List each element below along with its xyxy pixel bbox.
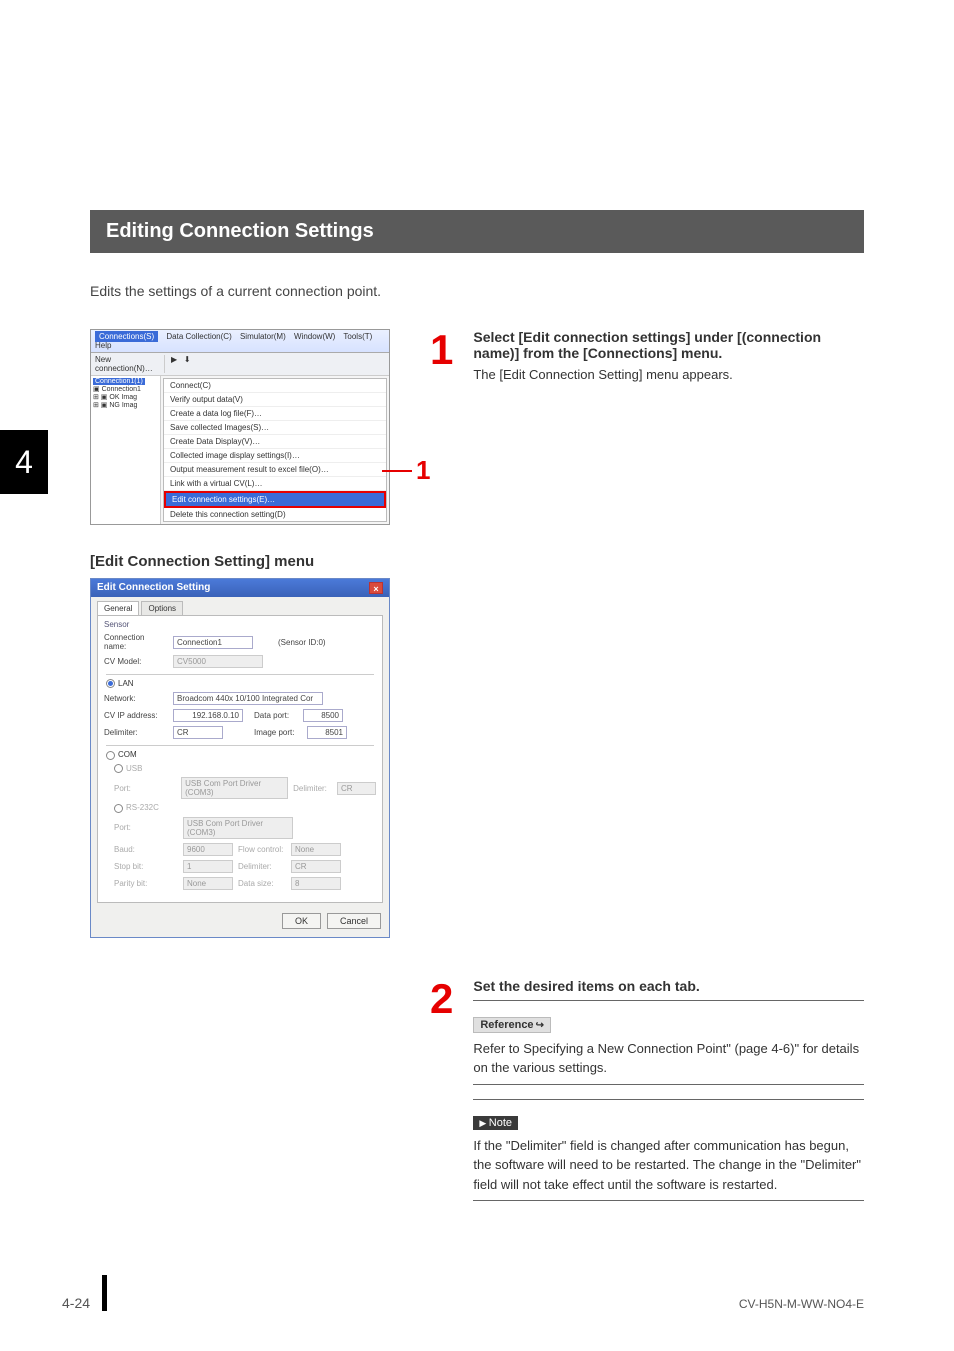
menu-item[interactable]: Simulator(M) [240,332,286,341]
menu-item[interactable]: Tools(T) [343,332,372,341]
rs232c-label: RS-232C [126,803,159,812]
menu-item[interactable]: Data Collection(C) [166,332,231,341]
label: Flow control: [238,845,286,854]
callout-line [382,470,412,472]
usb-label: USB [126,764,142,773]
note-badge: Note [473,1116,518,1130]
baud-select: 9600 [183,843,233,856]
menu-cmd[interactable]: Collected image display settings(I)… [164,449,386,463]
label: Port: [114,784,176,793]
menu-cmd[interactable]: Save collected Images(S)… [164,421,386,435]
step-1-result: The [Edit Connection Setting] menu appea… [473,367,864,382]
note-text: If the "Delimiter" field is changed afte… [473,1136,864,1195]
image-port-input[interactable]: 8501 [307,726,347,739]
footer-bar [102,1275,107,1311]
cv-model-select[interactable]: CV5000 [173,655,263,668]
menu-cmd[interactable]: Create a data log file(F)… [164,407,386,421]
flow-select: None [291,843,341,856]
menu-cmd[interactable]: Connect(C) [164,379,386,393]
datasize-select: 8 [291,877,341,890]
group-sensor: Sensor [104,620,376,629]
doc-id: CV-H5N-M-WW-NO4-E [739,1297,864,1311]
tree-selected[interactable]: Connection1(1) [93,378,145,385]
radio-rs232c[interactable] [114,804,123,813]
step-2-instruction: Set the desired items on each tab. [473,978,864,994]
rs-delimiter-select: CR [291,860,341,873]
reference-badge: Reference↪ [473,1017,551,1033]
label: CV Model: [104,657,168,666]
connection-name-input[interactable]: Connection1 [173,636,253,649]
divider [473,1084,864,1085]
menubar: Connections(S) Data Collection(C) Simula… [91,330,389,353]
tree-item[interactable]: ⊞ ▣ OK Imag [93,393,158,401]
delimiter-select[interactable]: CR [173,726,223,739]
step-1-number: 1 [430,329,453,371]
page-number: 4-24 [62,1295,90,1311]
com-label: COM [118,750,137,759]
sensor-id-label: (Sensor ID:0) [278,638,326,647]
divider [473,1200,864,1201]
menu-item[interactable]: Window(W) [294,332,335,341]
menu-cmd[interactable]: Delete this connection setting(D) [164,508,386,521]
divider [473,1000,864,1001]
section-intro: Edits the settings of a current connecti… [90,283,864,299]
close-icon[interactable]: × [369,582,383,594]
menu-screenshot: Connections(S) Data Collection(C) Simula… [90,329,390,525]
cv-ip-input[interactable]: 192.168.0.10 [173,709,243,722]
label: Data size: [238,879,286,888]
step-2-number: 2 [430,978,453,1020]
label: Delimiter: [238,862,286,871]
label: Baud: [114,845,178,854]
toolbar: New connection(N)… ▶ ⬇ [91,353,389,376]
parity-select: None [183,877,233,890]
label: CV IP address: [104,711,168,720]
rs-port-select: USB Com Port Driver (COM3) [183,817,293,839]
tree-item[interactable]: ⊞ ▣ NG Imag [93,401,158,409]
context-menu: Connect(C) Verify output data(V) Create … [163,378,387,522]
section-title: Editing Connection Settings [90,210,864,253]
radio-usb[interactable] [114,764,123,773]
radio-lan[interactable] [106,679,115,688]
toolbar-item[interactable]: New connection(N)… [95,355,165,373]
cancel-button[interactable]: Cancel [327,913,381,929]
menu-cmd-edit-settings[interactable]: Edit connection settings(E)… [164,491,386,508]
label: Network: [104,694,168,703]
usb-port-select: USB Com Port Driver (COM3) [181,777,288,799]
ok-button[interactable]: OK [282,913,321,929]
label: Port: [114,823,178,832]
divider [473,1099,864,1100]
dialog-title: Edit Connection Setting [97,582,210,594]
edit-connection-dialog: Edit Connection Setting × General Option… [90,578,390,938]
dialog-heading: [Edit Connection Setting] menu [90,553,864,570]
menu-cmd[interactable]: Create Data Display(V)… [164,435,386,449]
callout-number-1: 1 [416,455,430,486]
label: Data port: [254,711,298,720]
lan-label: LAN [118,679,134,688]
stopbit-select: 1 [183,860,233,873]
network-select[interactable]: Broadcom 440x 10/100 Integrated Cor [173,692,323,705]
usb-delimiter-select: CR [337,782,376,795]
reference-text: Refer to Specifying a New Connection Poi… [473,1039,864,1078]
chapter-tab: 4 [0,430,48,494]
label: Delimiter: [293,784,332,793]
label: Delimiter: [104,728,168,737]
step-1-instruction: Select [Edit connection settings] under … [473,329,864,361]
menu-item[interactable]: Help [95,341,111,350]
tab-general[interactable]: General [97,601,139,615]
label: Stop bit: [114,862,178,871]
tree-panel: Connection1(1) ▣ Connection1 ⊞ ▣ OK Imag… [91,376,161,524]
label: Image port: [254,728,302,737]
label: Connection name: [104,633,168,651]
dialog-titlebar: Edit Connection Setting × [91,579,389,597]
tab-options[interactable]: Options [141,601,183,615]
menu-cmd[interactable]: Verify output data(V) [164,393,386,407]
menu-cmd[interactable]: Link with a virtual CV(L)… [164,477,386,491]
menu-cmd[interactable]: Output measurement result to excel file(… [164,463,386,477]
tree-item[interactable]: ▣ Connection1 [93,385,158,393]
data-port-input[interactable]: 8500 [303,709,343,722]
label: Parity bit: [114,879,178,888]
radio-com[interactable] [106,751,115,760]
